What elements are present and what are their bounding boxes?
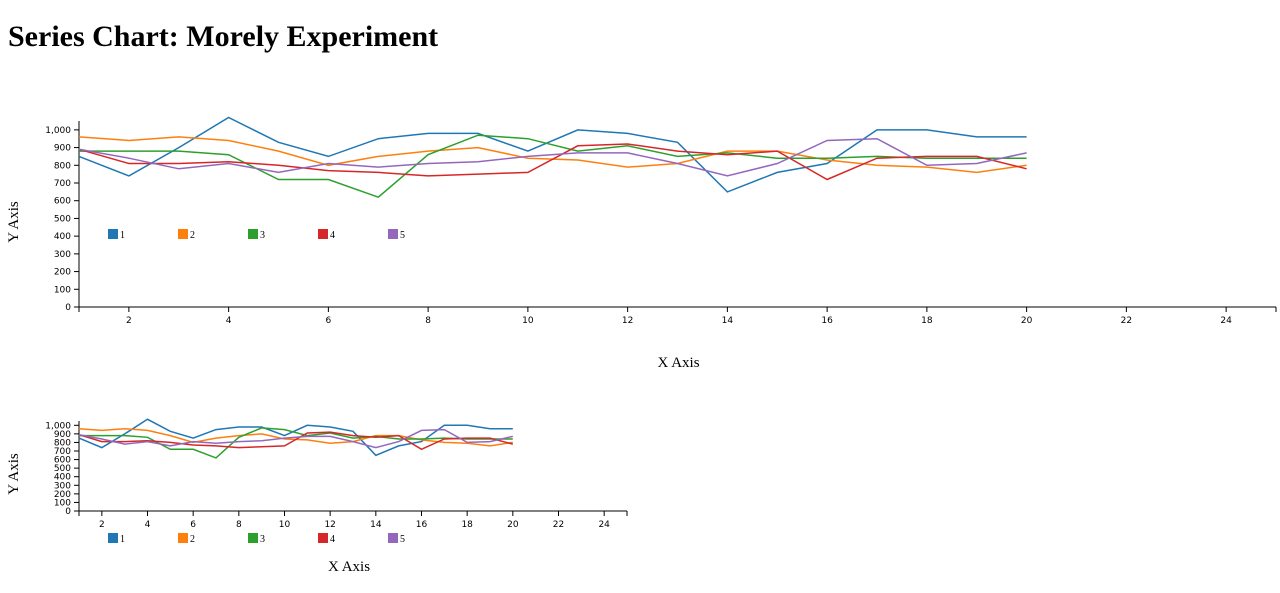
y-tick-label: 1,000 [45, 421, 71, 431]
x-tick-label: 20 [1021, 316, 1033, 326]
y-axis-title: Y Axis [6, 201, 22, 243]
legend-swatch-1 [108, 229, 118, 239]
y-tick-label: 1,000 [45, 126, 71, 136]
legend-label-3: 3 [260, 230, 265, 241]
legend-swatch-1 [108, 533, 118, 543]
series-line-5 [78, 137, 1027, 177]
legend-swatch-4 [318, 229, 328, 239]
y-tick-label: 700 [54, 179, 71, 189]
x-tick-label: 6 [326, 316, 332, 326]
y-tick-label: 900 [54, 144, 71, 154]
y-tick-label: 200 [54, 490, 71, 500]
page-title: Series Chart: Morely Experiment [8, 20, 439, 53]
legend-swatch-3 [248, 533, 258, 543]
series-line-4 [78, 143, 1027, 181]
y-tick-label: 100 [54, 285, 71, 295]
legend-label-1: 1 [120, 230, 125, 241]
x-tick-label: 2 [126, 316, 132, 326]
legend-swatch-5 [388, 229, 398, 239]
x-tick-label: 14 [722, 316, 734, 326]
x-tick-label: 4 [226, 316, 232, 326]
x-tick-label: 14 [370, 520, 382, 530]
y-tick-label: 500 [54, 464, 71, 474]
legend-label-2: 2 [190, 230, 195, 241]
x-tick-label: 6 [190, 520, 196, 530]
y-tick-label: 900 [54, 430, 71, 440]
x-tick-label: 20 [507, 520, 519, 530]
x-tick-label: 4 [145, 520, 151, 530]
series-line-3 [79, 427, 513, 459]
legend-label-4: 4 [330, 230, 335, 241]
series-line-5 [78, 428, 513, 449]
y-tick-label: 400 [54, 232, 71, 242]
y-tick-label: 0 [65, 303, 71, 313]
x-axis-title: X Axis [657, 355, 699, 371]
legend-swatch-3 [248, 229, 258, 239]
x-tick-label: 10 [522, 316, 534, 326]
x-tick-label: 18 [921, 316, 933, 326]
x-tick-label: 22 [1121, 316, 1132, 326]
y-axis-title: Y Axis [6, 453, 22, 495]
y-tick-label: 600 [54, 197, 71, 207]
y-tick-label: 300 [54, 481, 71, 491]
y-tick-label: 200 [54, 268, 71, 278]
x-tick-label: 8 [425, 316, 431, 326]
x-tick-label: 22 [553, 520, 564, 530]
x-tick-label: 10 [279, 520, 291, 530]
legend-swatch-2 [178, 533, 188, 543]
legend-label-5: 5 [400, 230, 405, 241]
y-tick-label: 300 [54, 250, 71, 260]
x-tick-label: 24 [598, 520, 610, 530]
x-tick-label: 2 [99, 520, 105, 530]
x-tick-label: 12 [622, 316, 633, 326]
y-tick-label: 400 [54, 473, 71, 483]
y-tick-label: 100 [54, 498, 71, 508]
legend-label-4: 4 [330, 534, 335, 545]
legend-label-3: 3 [260, 534, 265, 545]
y-tick-label: 800 [54, 161, 71, 171]
y-tick-label: 700 [54, 447, 71, 457]
y-tick-label: 0 [65, 507, 71, 517]
series-line-4 [78, 431, 513, 451]
x-tick-label: 16 [416, 520, 428, 530]
series-line-1 [78, 116, 1027, 193]
y-tick-label: 500 [54, 214, 71, 224]
x-tick-label: 8 [236, 520, 242, 530]
legend-label-5: 5 [400, 534, 405, 545]
series-line-3 [79, 134, 1027, 199]
x-tick-label: 24 [1220, 316, 1232, 326]
legend-swatch-4 [318, 533, 328, 543]
series-line-1 [78, 418, 513, 457]
x-tick-label: 12 [324, 520, 335, 530]
y-tick-label: 800 [54, 438, 71, 448]
x-tick-label: 18 [461, 520, 473, 530]
x-tick-label: 16 [821, 316, 833, 326]
y-tick-label: 600 [54, 456, 71, 466]
x-axis-title: X Axis [328, 559, 370, 575]
legend-label-2: 2 [190, 534, 195, 545]
legend-label-1: 1 [120, 534, 125, 545]
legend-swatch-5 [388, 533, 398, 543]
legend-swatch-2 [178, 229, 188, 239]
